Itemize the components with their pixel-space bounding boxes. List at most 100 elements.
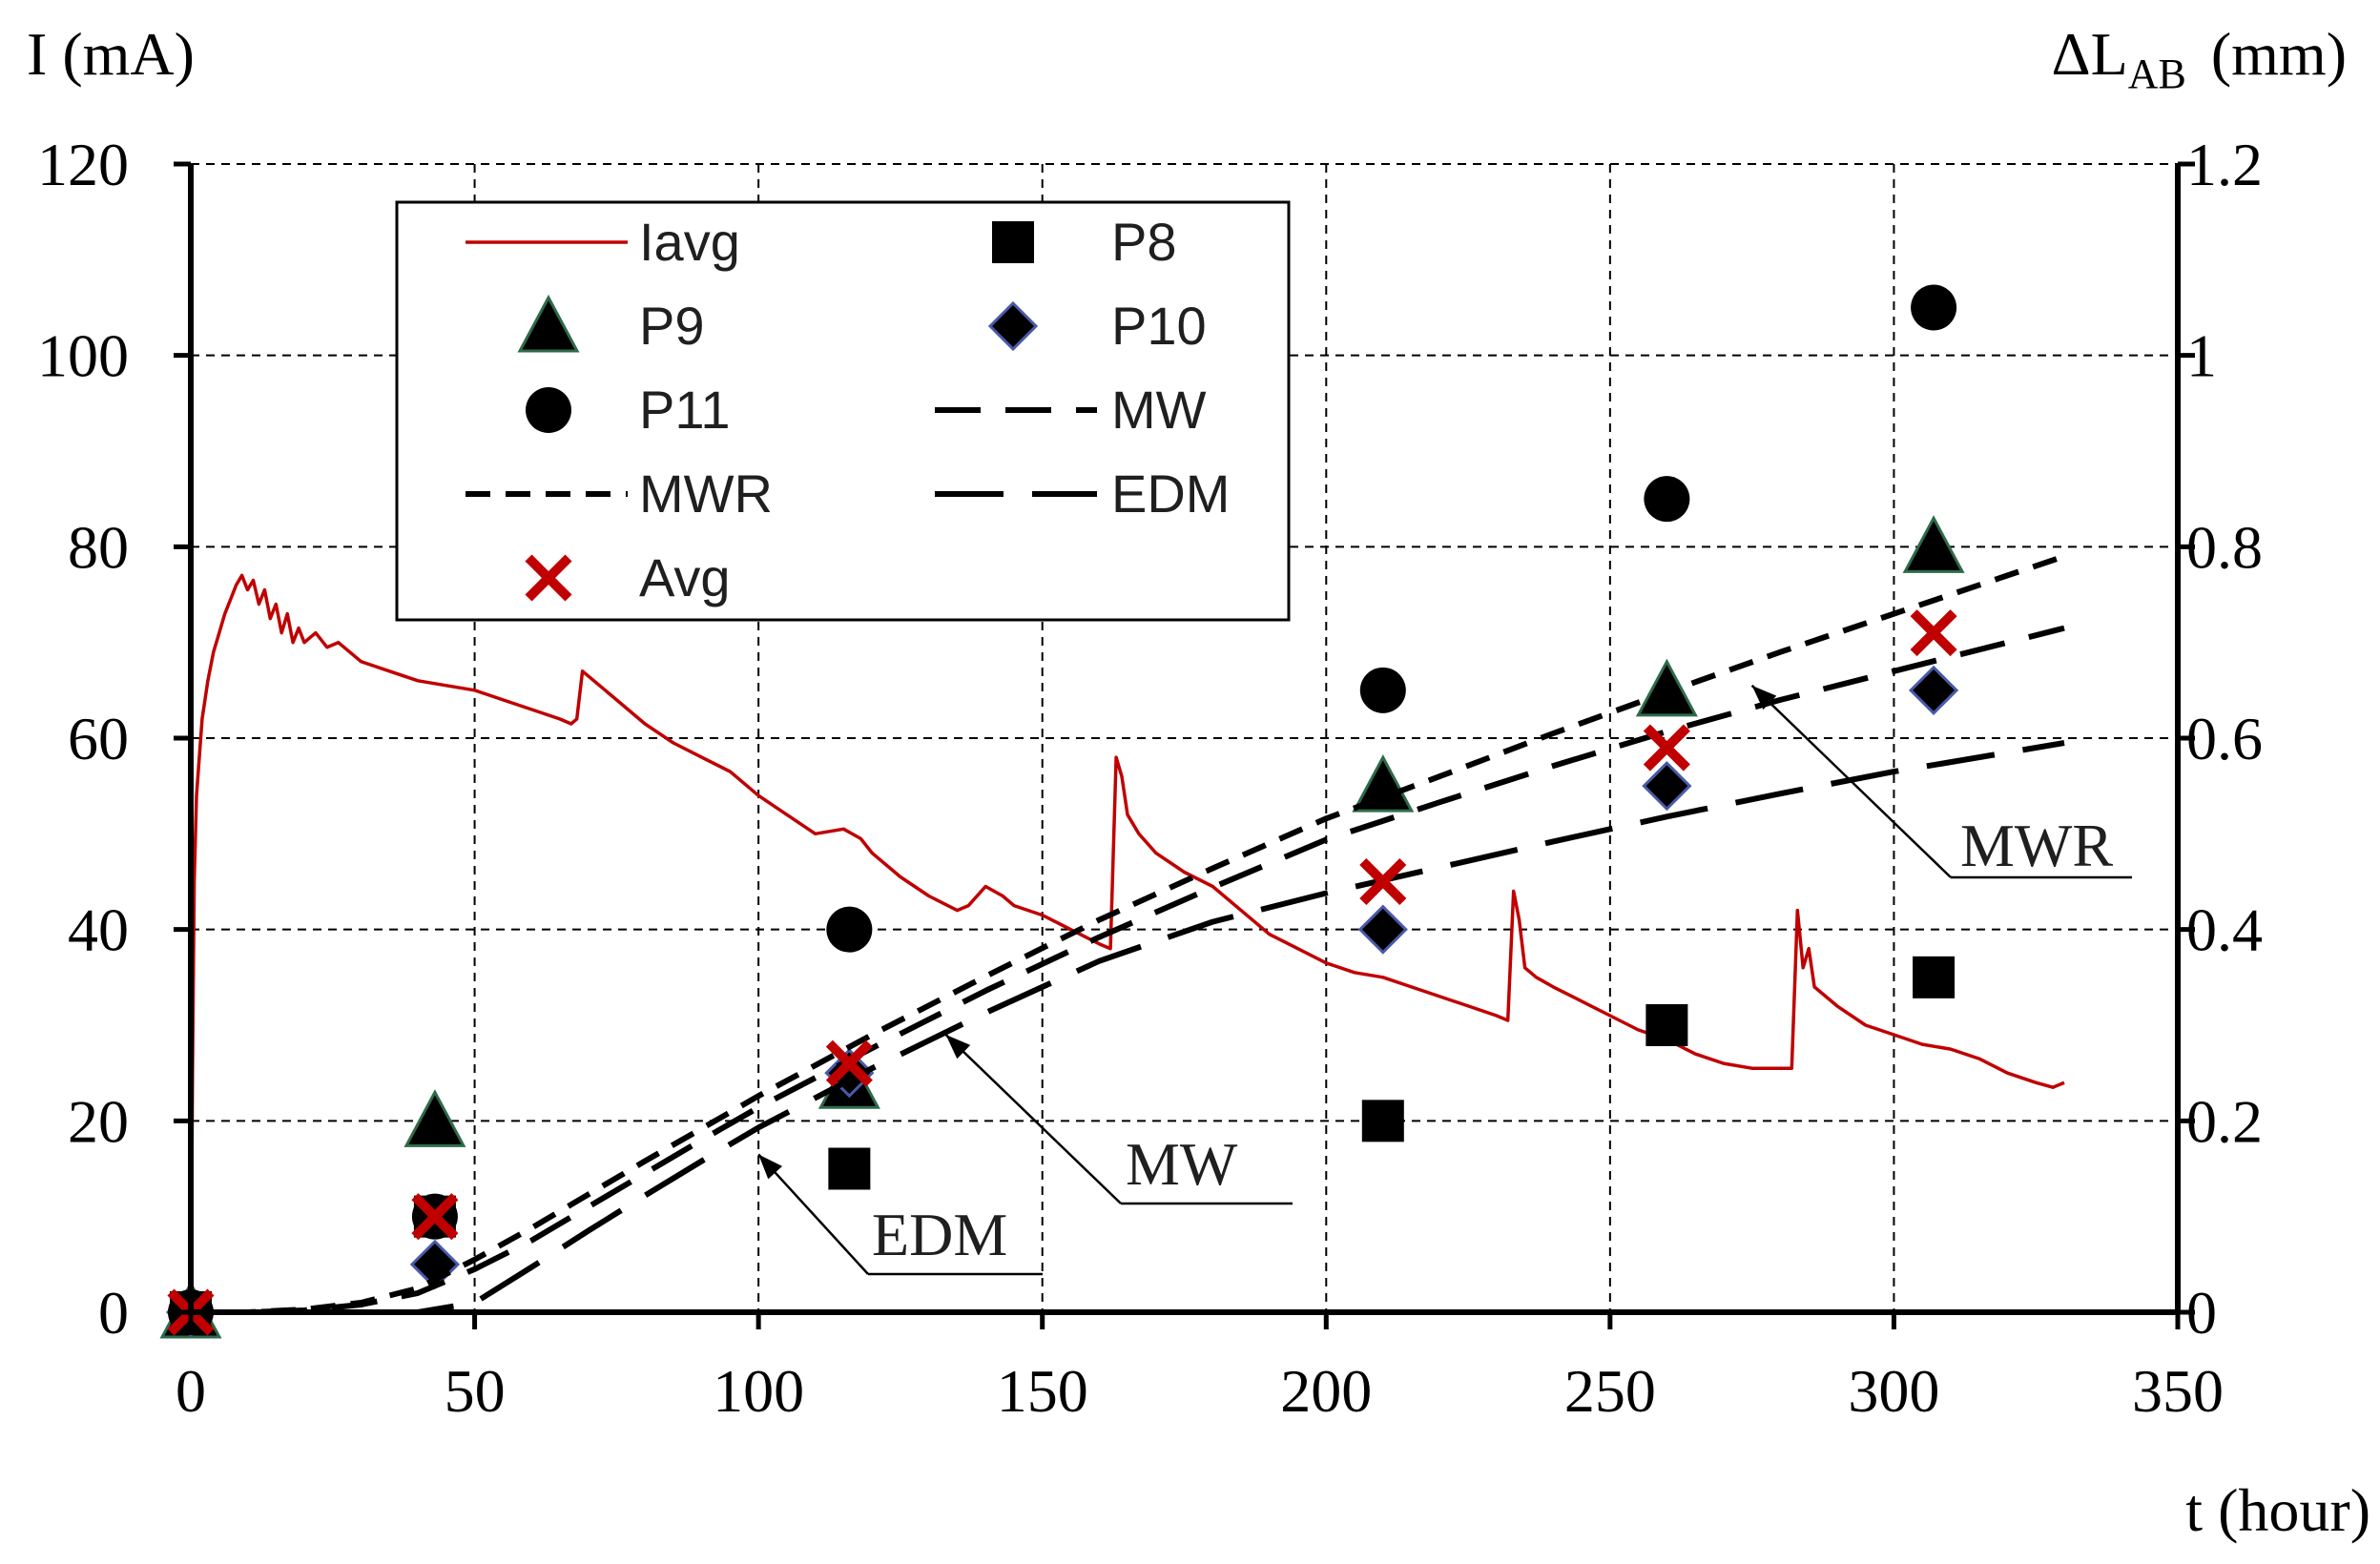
series-p8-point-3: [1361, 1100, 1404, 1142]
legend-swatch-avg: [525, 554, 572, 602]
series-avg-point-5-stroke-b: [1910, 609, 1957, 657]
x-axis-label: t (hour): [2185, 1476, 2370, 1544]
tick-labels: 0 50 100 150 200 250 300 350 0 20 40 60 80 100 120 0 0.2…: [37, 131, 2263, 1425]
series-p9-point-3: [1352, 753, 1415, 813]
legend-label-p10: P10: [1111, 296, 1207, 356]
annotation-mw-label: MW: [1126, 1130, 1238, 1198]
y-right-tick-label-3: 0.6: [2186, 705, 2263, 772]
series-p11-point-3: [1359, 667, 1406, 713]
legend-item-p11: P11: [526, 380, 730, 440]
x-tick-label-300: 300: [1848, 1357, 1939, 1425]
legend-swatch-avg-stroke-b: [525, 554, 572, 602]
legend-label-avg: Avg: [639, 547, 730, 607]
annotation-edm-label: EDM: [872, 1201, 1007, 1268]
y-left-axis-label: I (mA): [27, 20, 195, 88]
series-edm: [191, 740, 2065, 1315]
series-p10-point-5: [1908, 665, 1959, 715]
y-right-tick-label-5: 1: [2186, 322, 2217, 390]
annotation-mwr: MWR: [1750, 684, 2132, 879]
series-iavg-line: [189, 573, 2065, 1313]
y-left-tick-label-120: 120: [37, 131, 129, 198]
series-p9-point-4: [1635, 658, 1698, 717]
y-left-tick-label-80: 80: [68, 513, 129, 581]
axes: [174, 161, 2195, 1329]
series-p8-point-5: [1913, 956, 1956, 998]
legend-label-p8: P8: [1111, 212, 1177, 272]
legend-item-p10: P10: [987, 296, 1207, 356]
legend-entries: Iavg P8 P9 P10 P11 MW MWR EDM Avg: [466, 212, 1230, 607]
x-tick-label-200: 200: [1280, 1357, 1372, 1425]
series-mwr-line: [191, 553, 2065, 1315]
series-avg-point-4-stroke-b: [1643, 724, 1690, 772]
series-edm-line: [191, 740, 2065, 1315]
legend-item-edm: EDM: [935, 463, 1230, 524]
annotation-edm-arrowhead: [758, 1154, 783, 1180]
y-left-tick-label-40: 40: [68, 896, 129, 964]
series-avg-point-5: [1910, 609, 1957, 657]
series-p11-point-2: [826, 906, 873, 953]
annotation-mwr-leader: [1750, 684, 1952, 878]
annotation-mwr-arrowhead: [1751, 685, 1777, 710]
legend-label-mwr: MWR: [639, 463, 773, 524]
y-left-tick-label-0: 0: [98, 1279, 129, 1347]
x-tick-label-150: 150: [997, 1357, 1088, 1425]
y-right-tick-label-0: 0: [2186, 1279, 2217, 1347]
annotations: MWR MW EDM: [757, 684, 2132, 1276]
legend-item-p8: P8: [992, 212, 1177, 272]
series-avg-point-1-stroke-b: [411, 1193, 459, 1241]
legend-item-iavg: Iavg: [466, 212, 740, 272]
y-right-label-main: ΔL: [2051, 20, 2127, 88]
series-p8-point-4: [1645, 1004, 1688, 1046]
x-tick-label-250: 250: [1564, 1357, 1656, 1425]
series-avg-point-3: [1359, 857, 1407, 906]
series-p10-point-4: [1642, 761, 1692, 812]
series-layer: [159, 284, 2065, 1339]
y-left-tick-label-20: 20: [68, 1087, 129, 1155]
legend-swatch-p11: [526, 387, 571, 433]
annotation-mw-leader: [944, 1034, 1122, 1204]
annotation-mw: MW: [944, 1034, 1293, 1205]
series-p11-point-4: [1644, 476, 1690, 523]
series-avg-point-2-stroke-b: [825, 1039, 873, 1087]
series-p9-point-1: [404, 1089, 466, 1147]
annotation-mwr-label: MWR: [1960, 812, 2113, 879]
series-p11-point-5: [1911, 284, 1957, 331]
x-tick-label-100: 100: [713, 1357, 804, 1425]
series-avg-point-4: [1643, 724, 1690, 772]
series-mw: [191, 625, 2065, 1315]
y-left-tick-label-100: 100: [37, 322, 129, 390]
legend-item-mwr: MWR: [466, 463, 773, 524]
x-tick-label-350: 350: [2132, 1357, 2224, 1425]
legend-item-p9: P9: [517, 294, 705, 356]
y-right-tick-label-2: 0.4: [2186, 896, 2263, 964]
legend-swatch-p10: [987, 300, 1039, 352]
x-tick-label-0: 0: [176, 1357, 206, 1425]
series-mw-line: [191, 625, 2065, 1315]
x-tick-label-50: 50: [445, 1357, 506, 1425]
legend-label-p9: P9: [639, 296, 705, 356]
y-right-label-unit: (mm): [2211, 20, 2347, 88]
y-left-tick-label-60: 60: [68, 705, 129, 772]
series-mwr: [191, 553, 2065, 1315]
legend-swatch-p9: [517, 294, 580, 353]
series-iavg: [189, 573, 2065, 1313]
series-p8-point-2: [828, 1147, 871, 1190]
y-right-axis-label: ΔLAB (mm): [2051, 20, 2347, 97]
annotation-mw-arrowhead: [945, 1035, 971, 1060]
y-right-label-sub: AB: [2128, 51, 2186, 97]
series-avg-point-3-stroke-b: [1359, 857, 1407, 906]
y-right-tick-label-1: 0.2: [2186, 1087, 2263, 1155]
legend-label-iavg: Iavg: [639, 212, 740, 272]
y-right-tick-label-4: 0.8: [2186, 513, 2263, 581]
series-p10-point-3: [1357, 904, 1408, 955]
legend-label-mw: MW: [1111, 380, 1207, 440]
series-avg: [167, 609, 1957, 1336]
legend-label-edm: EDM: [1111, 463, 1230, 524]
series-p9-point-5: [1902, 515, 1965, 573]
legend-item-avg: Avg: [525, 547, 730, 607]
legend: Iavg P8 P9 P10 P11 MW MWR EDM Avg: [395, 200, 1291, 622]
legend-swatch-p8: [992, 221, 1034, 263]
legend-label-p11: P11: [639, 380, 730, 440]
series-avg-point-1: [411, 1193, 459, 1241]
